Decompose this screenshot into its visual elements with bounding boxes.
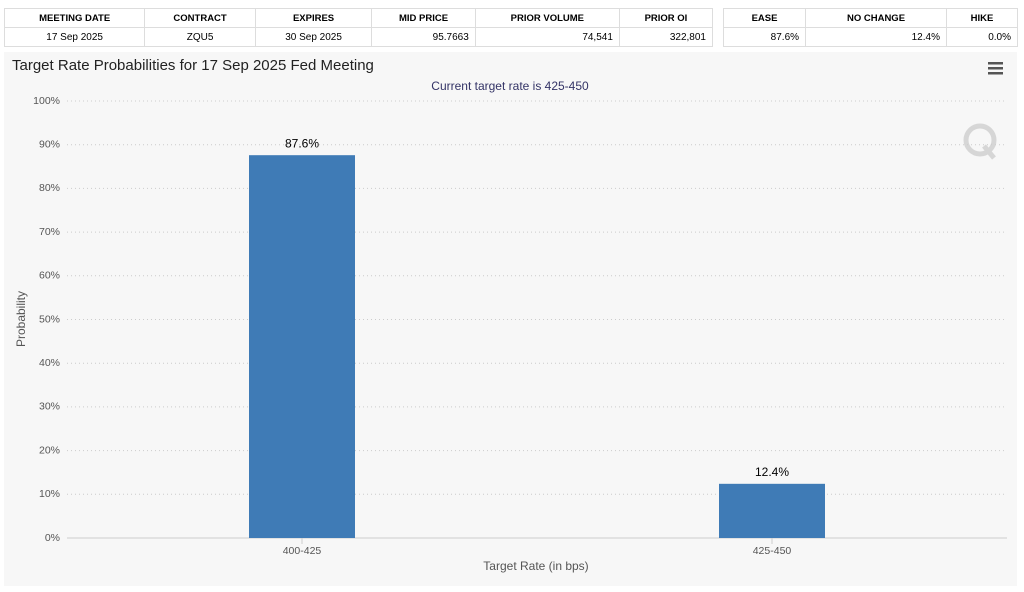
cell: ZQU5 (144, 27, 256, 47)
chart-panel (4, 52, 1017, 586)
y-tick-label: 90% (39, 138, 60, 150)
x-tick-label: 425-450 (753, 545, 792, 557)
contract-table: MEETING DATE CONTRACT EXPIRES MID PRICE PRIO… (3, 8, 714, 47)
data-label: 12.4% (755, 465, 789, 479)
y-tick-label: 50% (39, 313, 60, 325)
y-tick-label: 20% (39, 444, 60, 456)
cell: 322,801 (618, 27, 714, 47)
cell: 0.0% (945, 27, 1019, 47)
data-label: 87.6% (285, 136, 319, 150)
cell: 87.6% (722, 27, 807, 47)
menu-bar[interactable] (988, 67, 1003, 70)
menu-bar[interactable] (988, 62, 1003, 65)
menu-bar[interactable] (988, 72, 1003, 75)
y-tick-label: 100% (33, 95, 60, 107)
bar (719, 483, 825, 538)
bar (249, 155, 355, 539)
chart-subtitle: Current target rate is 425-450 (431, 79, 589, 93)
y-tick-label: 40% (39, 357, 60, 369)
watermark-ring (963, 123, 997, 157)
y-tick-label: 0% (45, 532, 60, 544)
y-tick-label: 80% (39, 182, 60, 194)
y-tick-label: 30% (39, 401, 60, 413)
cell: 30 Sep 2025 (254, 27, 373, 47)
cell: 74,541 (474, 27, 620, 47)
probability-table: EASE NO CHANGE HIKE 87.6% 12.4% 0.0% (722, 8, 1019, 47)
y-tick-label: 10% (39, 488, 60, 500)
chart-title: Target Rate Probabilities for 17 Sep 202… (12, 57, 374, 74)
menu-button[interactable] (988, 62, 1003, 75)
data-row: 87.6% 12.4% 0.0% (722, 27, 1019, 47)
watermark-tail (982, 144, 996, 160)
watermark (963, 123, 997, 160)
data-row: 17 Sep 2025 ZQU5 30 Sep 2025 95.7663 74,541 3… (3, 27, 714, 47)
cell: 17 Sep 2025 (3, 27, 146, 47)
y-tick-label: 60% (39, 270, 60, 282)
x-axis-label: Target Rate (in bps) (483, 559, 588, 573)
x-tick-label: 400-425 (283, 545, 322, 557)
y-tick-label: 70% (39, 226, 60, 238)
y-axis-label: Probability (14, 291, 28, 347)
